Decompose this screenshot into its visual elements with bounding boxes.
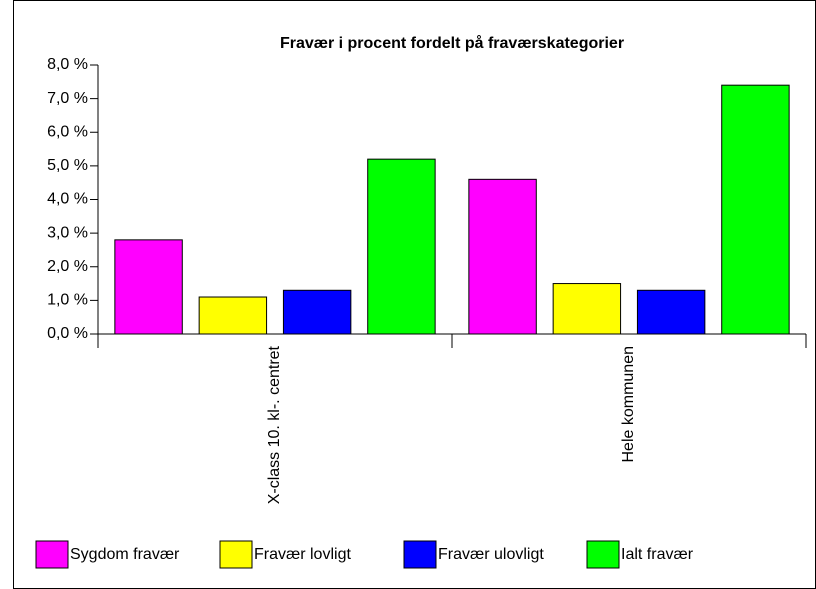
x-tick-label: Hele kommunen	[620, 346, 637, 463]
y-tick-label: 7,0 %	[47, 90, 88, 107]
legend-label: Ialt fravær	[621, 546, 694, 563]
legend-swatch	[35, 540, 69, 569]
legend-swatch	[219, 540, 253, 569]
y-tick-label: 6,0 %	[47, 123, 88, 140]
bar	[636, 289, 706, 335]
bar	[282, 289, 352, 335]
legend-swatch	[403, 540, 437, 569]
y-tick-label: 5,0 %	[47, 157, 88, 174]
bar	[367, 158, 436, 335]
y-tick-label: 0,0 %	[47, 325, 88, 342]
y-tick-label: 3,0 %	[47, 224, 88, 241]
chart-title: Fravær i procent fordelt på fraværskateg…	[280, 34, 624, 52]
bar	[114, 239, 183, 335]
legend-label: Sygdom fravær	[70, 546, 180, 563]
y-tick-label: 4,0 %	[47, 191, 88, 208]
y-tick-label: 1,0 %	[47, 292, 88, 309]
x-tick-label: X-class 10. kl-. centret	[266, 345, 283, 504]
bar	[198, 296, 268, 335]
y-tick-label: 8,0 %	[47, 56, 88, 73]
y-tick-label: 2,0 %	[47, 258, 88, 275]
bar	[721, 84, 790, 335]
legend-label: Fravær ulovligt	[438, 546, 544, 563]
bar	[468, 178, 537, 335]
bar	[552, 283, 622, 335]
legend-swatch	[586, 540, 620, 569]
legend-label: Fravær lovligt	[254, 546, 351, 563]
